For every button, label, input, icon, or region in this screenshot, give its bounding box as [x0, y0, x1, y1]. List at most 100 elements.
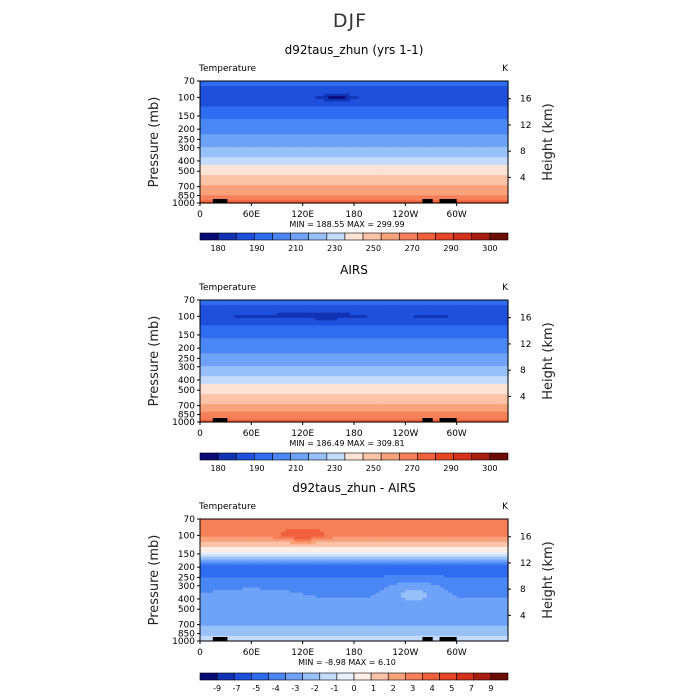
contour-cell [413, 175, 419, 179]
contour-cell [413, 327, 419, 332]
contour-cell [234, 187, 240, 191]
contour-cell [298, 131, 304, 135]
contour-cell [460, 312, 466, 316]
contour-cell [499, 116, 505, 120]
contour-cell [272, 93, 278, 97]
contour-cell [336, 106, 342, 110]
contour-cell [490, 96, 496, 100]
contour-cell [422, 98, 428, 102]
contour-cell [478, 197, 483, 202]
contour-cell [268, 320, 274, 324]
contour-cell [358, 315, 364, 319]
contour-cell [426, 108, 432, 113]
contour-cell [259, 119, 265, 123]
contour-cell [264, 129, 270, 133]
contour-cell [435, 190, 441, 194]
contour-cell [452, 93, 458, 97]
contour-cell [324, 325, 329, 329]
contour-cell [264, 81, 270, 85]
contour-cell [388, 116, 394, 120]
contour-cell [405, 307, 411, 311]
contour-cell [409, 320, 415, 324]
contour-cell [277, 121, 282, 125]
contour-cell [366, 98, 372, 102]
contour-cell [499, 162, 505, 166]
contour-cell [366, 320, 372, 324]
contour-cell [465, 305, 471, 309]
contour-cell [499, 185, 505, 189]
contour-cell [251, 333, 257, 337]
contour-cell [289, 167, 295, 171]
contour-cell [221, 182, 227, 186]
contour-cell [302, 180, 308, 184]
contour-cell [499, 175, 505, 179]
contour-cell [259, 83, 265, 87]
contour-cell [443, 124, 449, 128]
contour-cell [503, 312, 509, 316]
contour-cell [422, 103, 428, 108]
contour-cell [200, 200, 205, 204]
contour-cell [200, 343, 205, 347]
contour-cell [285, 167, 291, 171]
contour-cell [281, 101, 287, 105]
contour-cell [255, 190, 261, 194]
contour-cell [324, 322, 329, 327]
contour-cell [473, 136, 479, 141]
contour-cell [379, 129, 385, 133]
contour-cell [212, 175, 218, 179]
contour-cell [473, 152, 479, 156]
contour-cell [392, 93, 398, 97]
contour-cell [208, 300, 214, 304]
contour-cell [212, 91, 218, 95]
contour-cell [418, 98, 424, 102]
contour-cell [495, 315, 501, 319]
contour-cell [409, 157, 415, 161]
contour-cell [354, 154, 359, 158]
contour-cell [375, 154, 381, 158]
contour-cell [200, 350, 205, 354]
contour-cell [208, 350, 214, 354]
contour-cell [366, 164, 372, 169]
contour-cell [268, 144, 274, 148]
contour-cell [362, 335, 368, 339]
contour-cell [443, 335, 449, 339]
contour-cell [495, 305, 501, 309]
contour-cell [264, 345, 270, 349]
contour-cell [413, 177, 419, 181]
contour-cell [319, 111, 325, 115]
contour-cell [465, 327, 471, 332]
contour-cell [259, 144, 265, 148]
contour-cell [478, 177, 483, 181]
contour-cell [503, 190, 509, 194]
contour-cell [225, 305, 231, 309]
contour-cell [242, 307, 248, 311]
contour-cell [285, 154, 291, 158]
contour-cell [281, 300, 287, 304]
contour-cell [482, 96, 488, 100]
contour-cell [268, 91, 274, 95]
contour-cell [200, 129, 205, 133]
contour-cell [349, 340, 355, 344]
contour-cell [332, 348, 338, 352]
contour-cell [285, 111, 291, 115]
contour-cell [242, 350, 248, 354]
contour-cell [200, 315, 205, 319]
contour-cell [306, 81, 312, 85]
contour-cell [490, 164, 496, 169]
contour-cell [409, 322, 415, 327]
contour-cell [379, 182, 385, 186]
contour-cell [460, 136, 466, 141]
contour-cell [473, 325, 479, 329]
contour-cell [456, 187, 462, 191]
contour-cell [422, 134, 428, 138]
contour-cell [221, 327, 227, 332]
contour-cell [388, 322, 394, 327]
contour-cell [375, 200, 381, 204]
contour-cell [383, 310, 389, 314]
contour-cell [247, 327, 252, 332]
contour-cell [302, 167, 308, 171]
contour-cell [366, 335, 372, 339]
contour-cell [268, 192, 274, 196]
contour-cell [204, 307, 210, 311]
contour-cell [478, 185, 483, 189]
